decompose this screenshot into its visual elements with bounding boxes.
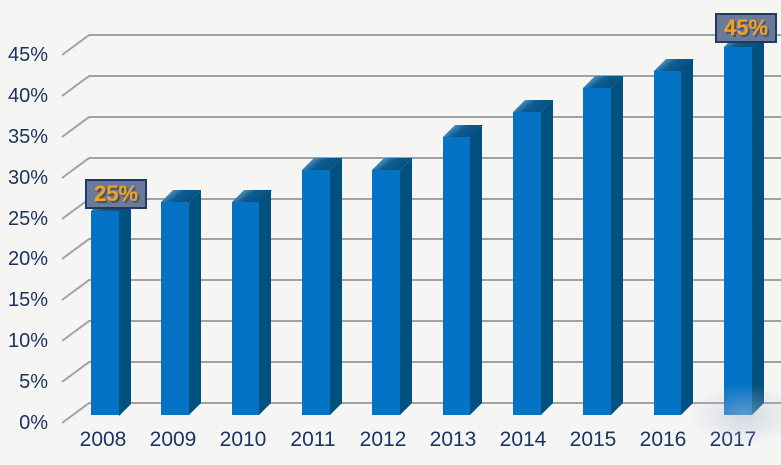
bar-side-2017 — [751, 34, 764, 415]
gridline — [89, 33, 781, 36]
y-axis-tick-label: 35% — [7, 125, 48, 148]
x-axis-category-label: 2012 — [359, 428, 407, 451]
gridline — [89, 74, 781, 77]
data-label-callout: 45% — [715, 13, 777, 43]
gridline-axis-tick — [61, 361, 90, 383]
y-axis-tick-label: 5% — [19, 371, 48, 394]
x-axis-category-label: 2015 — [569, 428, 617, 451]
gridline — [89, 238, 781, 241]
y-axis-tick-label: 45% — [7, 43, 48, 66]
x-axis-category-label: 2010 — [219, 428, 267, 451]
x-axis-category-label: 2013 — [429, 428, 477, 451]
gridline — [89, 361, 781, 364]
bar-2010 — [231, 202, 260, 415]
gridline — [89, 279, 781, 282]
bar-side-2008 — [118, 198, 131, 415]
gridline-axis-tick — [61, 156, 90, 179]
gridline — [89, 197, 781, 200]
x-axis-category-label: 2011 — [290, 428, 336, 451]
gridline-axis-tick — [61, 34, 90, 56]
bar-2011 — [302, 169, 330, 415]
gridline — [89, 320, 781, 323]
gridline — [89, 402, 781, 404]
bar-2012 — [372, 169, 400, 415]
y-axis-tick-label: 20% — [7, 248, 48, 271]
x-axis-category-label: 2017 — [709, 428, 757, 451]
bar-side-2010 — [259, 190, 272, 415]
gridline-axis-tick — [61, 74, 90, 97]
bar-side-2011 — [329, 157, 342, 415]
y-axis-tick-label: 25% — [7, 207, 48, 230]
data-label-callout: 25% — [85, 179, 147, 209]
y-axis-tick-label: 0% — [19, 412, 48, 434]
bar-side-2014 — [540, 100, 553, 415]
gridline-axis-tick — [61, 402, 90, 424]
gridline-axis-tick — [61, 279, 90, 302]
bar-side-2016 — [681, 59, 694, 415]
bar-2016 — [653, 71, 682, 415]
gridline — [89, 156, 781, 159]
y-axis-tick-label: 10% — [7, 330, 48, 353]
bar-2017 — [724, 46, 752, 415]
bar-side-2015 — [610, 75, 623, 415]
bar-side-2009 — [188, 190, 201, 415]
bar-2014 — [513, 112, 541, 415]
x-axis-category-label: 2009 — [149, 428, 197, 451]
x-axis-category-label: 2016 — [639, 428, 687, 451]
bar-2013 — [442, 136, 471, 415]
x-axis-category-label: 2008 — [79, 428, 127, 451]
x-axis-category-label: 2014 — [499, 428, 547, 451]
y-axis-tick-label: 15% — [7, 289, 48, 312]
y-axis-tick-label: 40% — [7, 84, 48, 107]
bar-side-2012 — [399, 157, 412, 415]
y-axis-tick-label: 30% — [7, 166, 48, 189]
bar-2009 — [161, 202, 189, 415]
bar-side-2013 — [470, 124, 483, 415]
bar-2008 — [91, 210, 119, 415]
gridline-axis-tick — [61, 115, 90, 138]
gridline-axis-tick — [61, 320, 90, 342]
gridline — [89, 115, 781, 118]
bar-2015 — [583, 87, 611, 415]
gridline-axis-tick — [61, 238, 90, 261]
